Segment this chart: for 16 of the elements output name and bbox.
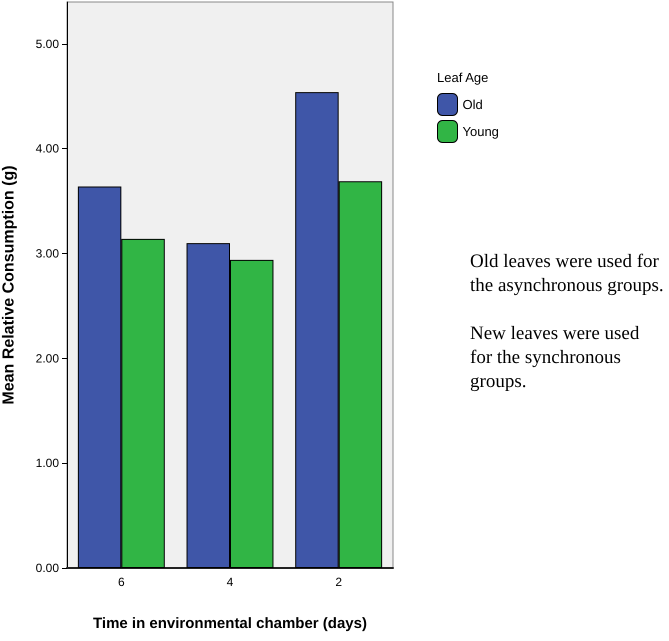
y-tick-label: 0.00 [36, 561, 60, 575]
text: New leaves were used for the synchronous groups. [470, 322, 640, 394]
y-tick-label: 5.00 [36, 36, 60, 51]
legend-label: Old [462, 97, 483, 112]
x-tick-label: 6 [118, 575, 125, 589]
y-tick-label: 4.00 [36, 142, 60, 156]
y-tick-label: 2.00 [36, 351, 60, 366]
x-axis-title: Time in environmental chamber (days) [93, 615, 367, 632]
text: Old leaves were used for the asynchronous groups. [470, 250, 665, 298]
x-tick-label: 4 [226, 575, 234, 589]
y-tick-label: 1.00 [36, 456, 60, 470]
y-tick-label: 3.00 [36, 246, 60, 261]
x-tick-label: 2 [335, 575, 342, 589]
y-axis-title: Mean Relative Consumption (g) [0, 165, 18, 405]
legend-title: Leaf Age [437, 70, 488, 85]
legend-label: Young [462, 124, 499, 139]
